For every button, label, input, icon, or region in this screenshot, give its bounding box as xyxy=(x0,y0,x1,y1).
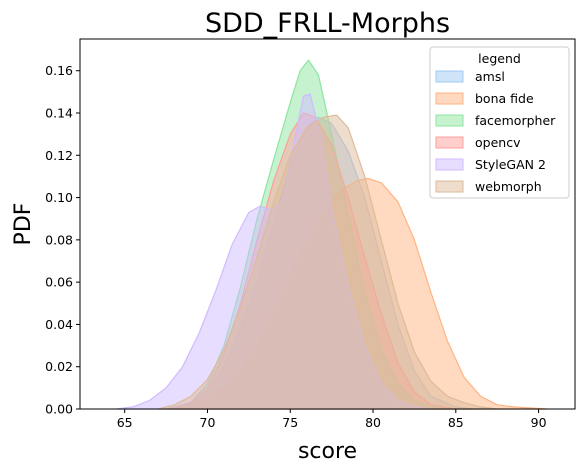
y-tick-label: 0.10 xyxy=(45,190,73,205)
legend-swatch xyxy=(435,158,464,171)
x-tick-label: 80 xyxy=(365,415,381,430)
legend-title: legend xyxy=(478,51,521,66)
legend-swatch xyxy=(435,180,464,193)
x-tick-label: 65 xyxy=(117,415,133,430)
legend: legend amsl bona fide facemorpher opencv Sty… xyxy=(429,46,570,199)
y-tick-label: 0.16 xyxy=(45,63,73,78)
legend-label: opencv xyxy=(475,135,521,150)
legend-swatch xyxy=(435,136,464,149)
x-axis-title: score xyxy=(298,439,357,464)
y-tick-label: 0.06 xyxy=(45,275,73,290)
y-tick-label: 0.04 xyxy=(45,317,73,332)
legend-label: bona fide xyxy=(475,91,534,106)
chart-title: SDD_FRLL-Morphs xyxy=(205,8,450,39)
legend-swatch xyxy=(435,70,464,83)
legend-items: amsl bona fide facemorpher opencv StyleGAN 2… xyxy=(435,69,556,194)
x-tick-label: 70 xyxy=(200,415,216,430)
y-axis: 0.00 0.02 0.04 0.06 0.08 0.10 0.12 0.14 0.16 xyxy=(45,63,80,417)
y-tick-label: 0.12 xyxy=(45,148,73,163)
x-tick-label: 75 xyxy=(282,415,298,430)
x-axis: 65 70 75 80 85 90 xyxy=(117,409,547,430)
plot-frame xyxy=(79,38,576,410)
legend-label: facemorpher xyxy=(475,113,556,128)
legend-label: amsl xyxy=(475,69,505,84)
legend-label: StyleGAN 2 xyxy=(475,157,546,172)
legend-label: webmorph xyxy=(475,179,542,194)
plot-area xyxy=(115,59,548,410)
y-tick-label: 0.02 xyxy=(45,359,73,374)
legend-box xyxy=(429,46,570,199)
legend-swatch xyxy=(435,114,464,127)
density-area-webmorph xyxy=(157,114,498,410)
y-tick-label: 0.08 xyxy=(45,232,73,247)
y-axis-title: PDF xyxy=(11,203,36,246)
legend-swatch xyxy=(435,92,464,105)
x-tick-label: 85 xyxy=(448,415,464,430)
y-tick-label: 0.00 xyxy=(45,402,73,417)
y-tick-label: 0.14 xyxy=(45,106,73,121)
x-tick-label: 90 xyxy=(531,415,547,430)
